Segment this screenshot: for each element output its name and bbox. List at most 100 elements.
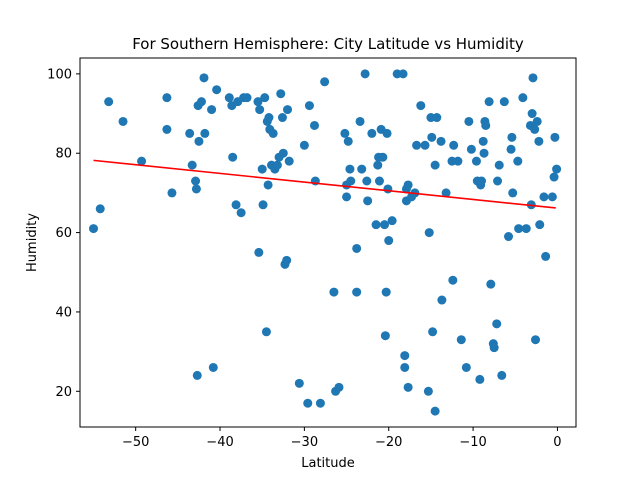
data-point (436, 136, 446, 146)
y-tick-label: 80 (55, 147, 72, 162)
data-point (284, 156, 294, 166)
data-point (494, 160, 504, 170)
x-axis-ticks: −50 −40 −30 −20 −10 0 (122, 427, 562, 450)
y-tick-label: 60 (55, 226, 72, 241)
data-point (374, 176, 384, 186)
data-point (272, 160, 282, 170)
data-point (432, 113, 442, 123)
x-tick-label: 0 (553, 435, 561, 450)
data-point (437, 295, 447, 305)
data-point (363, 196, 373, 206)
data-point (310, 120, 319, 130)
y-axis-ticks: 20 40 60 80 100 (47, 67, 80, 400)
data-point (260, 93, 270, 103)
data-point (268, 128, 278, 138)
data-point (539, 192, 549, 202)
data-point (403, 382, 413, 392)
data-point (532, 116, 542, 126)
regression-line (93, 159, 556, 209)
data-point (231, 200, 241, 210)
plot-frame (79, 57, 577, 428)
data-point (403, 180, 413, 190)
data-point (475, 374, 485, 384)
data-point (484, 97, 494, 107)
data-point (191, 176, 201, 186)
data-point (373, 160, 383, 170)
data-point (191, 184, 201, 194)
data-point (345, 164, 355, 174)
data-point (212, 85, 222, 95)
data-point (479, 148, 489, 158)
data-point (242, 93, 252, 103)
data-point (486, 279, 496, 289)
data-point (547, 192, 557, 202)
data-point (453, 156, 463, 166)
data-point (315, 398, 325, 408)
data-point (254, 247, 264, 257)
points-layer (89, 69, 562, 416)
y-tick-label: 100 (47, 67, 72, 82)
data-point (263, 180, 273, 190)
data-point (412, 140, 422, 150)
data-point (162, 124, 172, 134)
data-point (530, 124, 540, 134)
data-point (208, 362, 218, 372)
data-point (276, 89, 286, 99)
data-point (427, 132, 437, 142)
x-axis-label: Latitude (301, 456, 355, 471)
data-point (334, 382, 344, 392)
data-point (228, 152, 238, 162)
data-point (464, 116, 474, 126)
data-point (423, 386, 433, 396)
data-point (420, 140, 430, 150)
data-point (380, 331, 390, 341)
data-point (320, 77, 330, 87)
data-point (527, 109, 537, 119)
data-point (449, 140, 459, 150)
data-point (360, 69, 370, 79)
data-point (104, 97, 114, 107)
data-point (428, 327, 438, 337)
data-point (528, 73, 538, 83)
data-point (550, 132, 560, 142)
data-point (448, 275, 458, 285)
regression-layer (93, 159, 556, 209)
data-point (261, 327, 271, 337)
data-point (118, 116, 128, 126)
data-point (504, 232, 514, 242)
data-point (384, 236, 394, 246)
data-point (499, 97, 509, 107)
x-tick-label: −40 (206, 435, 233, 450)
data-point (441, 188, 451, 198)
data-point (278, 148, 288, 158)
data-point (196, 97, 206, 107)
data-point (162, 93, 172, 103)
data-point (466, 144, 476, 154)
data-point (416, 101, 426, 111)
data-point (367, 128, 377, 138)
data-point (477, 176, 487, 186)
data-point (430, 160, 440, 170)
data-point (535, 220, 545, 230)
data-point (207, 105, 217, 115)
y-tick-label: 40 (55, 305, 72, 320)
data-point (200, 128, 210, 138)
data-point (258, 200, 268, 210)
data-point (400, 362, 410, 372)
data-point (398, 69, 408, 79)
data-point (492, 319, 502, 329)
data-point (461, 362, 471, 372)
data-point (478, 136, 488, 146)
x-tick-label: −20 (375, 435, 402, 450)
x-tick-label: −30 (291, 435, 318, 450)
data-point (194, 136, 204, 146)
data-point (362, 176, 372, 186)
data-point (236, 208, 246, 218)
data-point (371, 220, 381, 230)
data-point (493, 176, 503, 186)
data-point (167, 188, 177, 198)
data-point (400, 351, 410, 361)
data-point (185, 128, 195, 138)
data-point (299, 140, 309, 150)
